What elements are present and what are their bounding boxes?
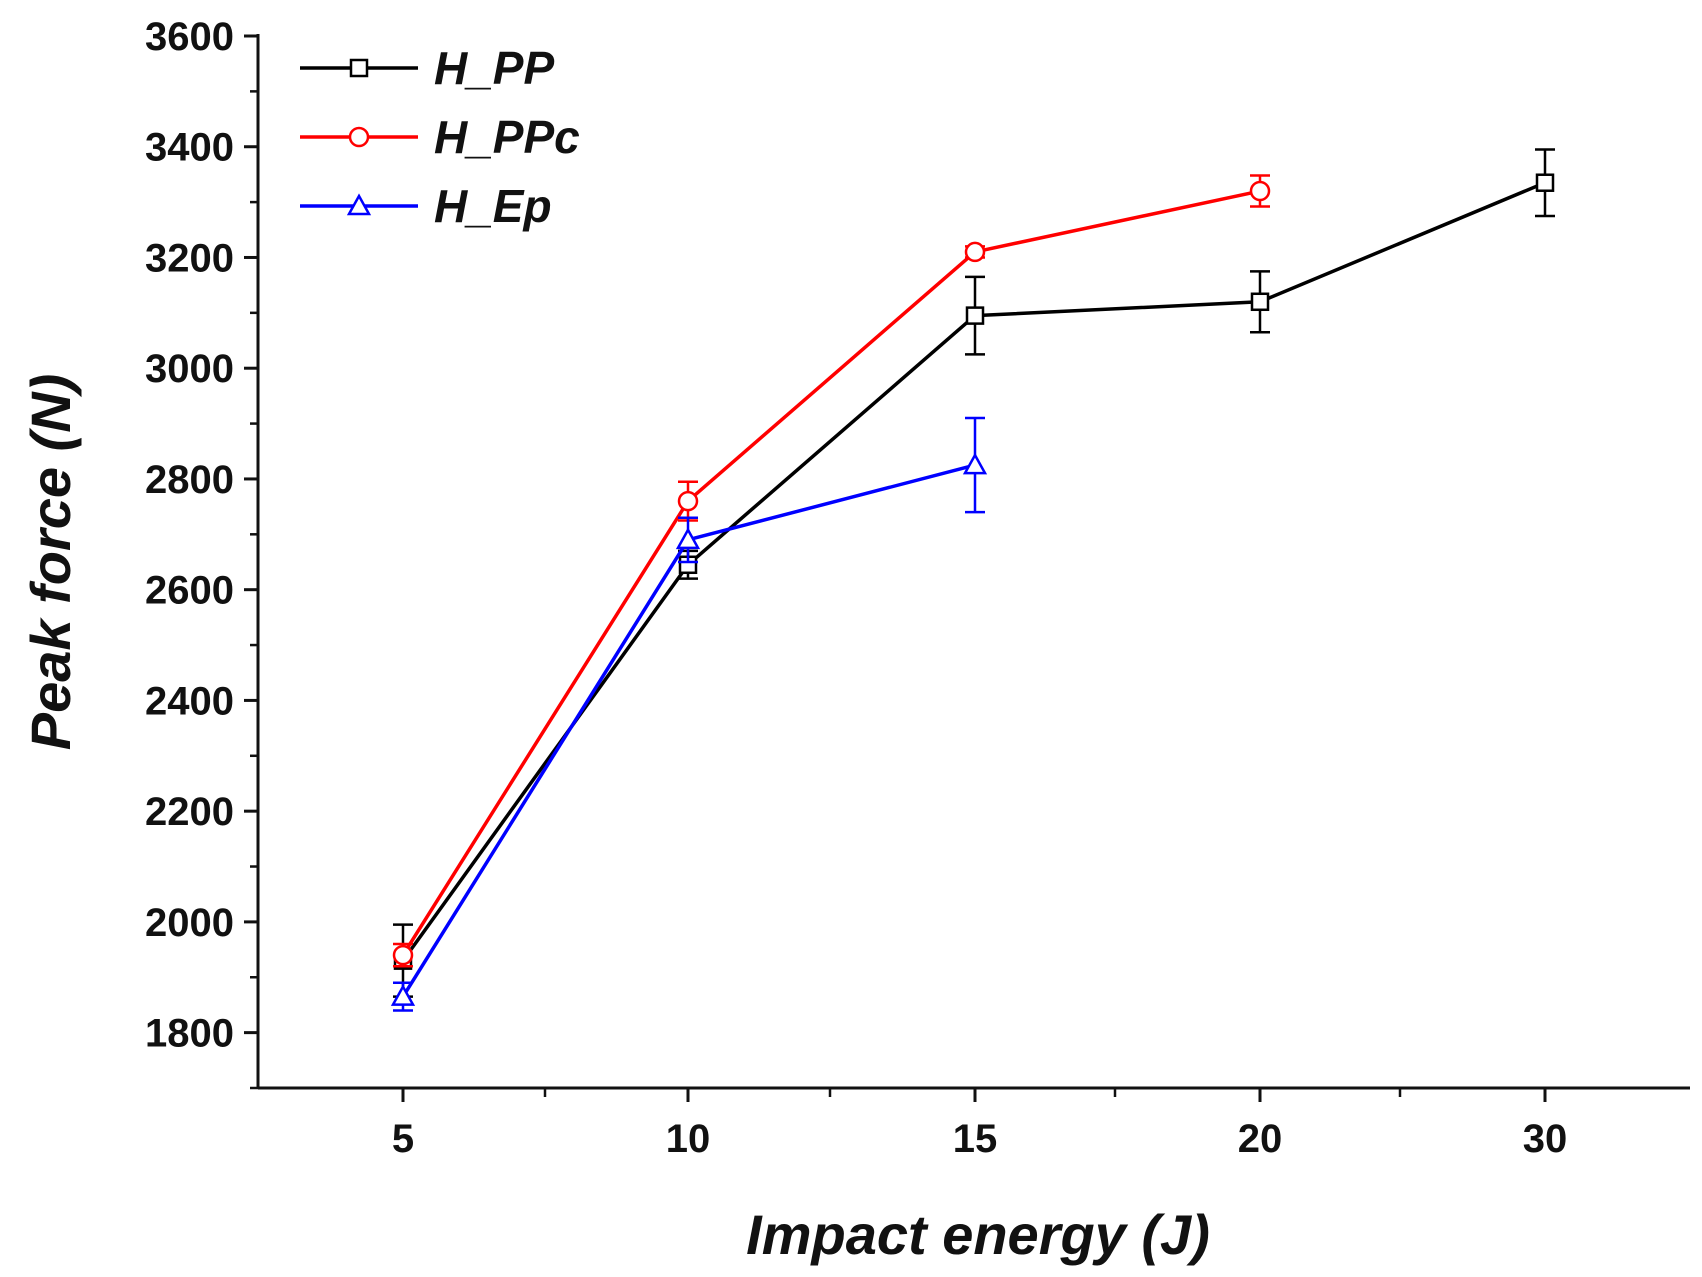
- x-tick-label: 20: [1238, 1117, 1283, 1161]
- data-point: [962, 452, 988, 475]
- y-tick-label: 2400: [145, 679, 234, 723]
- series-layer: [390, 148, 1555, 1012]
- y-tick-label: 3400: [145, 126, 234, 170]
- legend-item: H_PP: [300, 42, 554, 94]
- y-tick-label: 3600: [145, 15, 234, 59]
- legend: H_PP H_PPc H_Ep: [300, 42, 580, 232]
- data-point: [1535, 173, 1555, 192]
- data-point: [964, 241, 986, 263]
- y-tick-label: 1800: [145, 1012, 234, 1056]
- data-point: [965, 306, 985, 325]
- y-tick-label: 3000: [145, 347, 234, 391]
- series-h-ppc: [392, 174, 1271, 968]
- legend-marker: [348, 126, 370, 148]
- x-tick-label: 15: [953, 1117, 998, 1161]
- y-ticks: 1800 2000 2200 2400 2600 2800 3000 3200 3400 3600: [145, 15, 258, 1090]
- x-axis-title: Impact energy (J): [746, 1203, 1210, 1266]
- data-point: [1250, 292, 1270, 312]
- x-tick-label: 5: [392, 1117, 414, 1161]
- legend-label: H_Ep: [434, 180, 552, 232]
- data-point: [392, 944, 414, 966]
- legend-item: H_Ep: [300, 180, 552, 232]
- legend-label: H_PP: [434, 42, 554, 94]
- y-tick-label: 2200: [145, 790, 234, 834]
- series-h-pp: [393, 148, 1555, 998]
- x-ticks: 5 10 15 20 30: [392, 1088, 1567, 1161]
- series-line: [401, 189, 1261, 957]
- data-point: [390, 984, 416, 1006]
- y-tick-label: 2800: [145, 458, 234, 502]
- legend-label: H_PPc: [434, 111, 580, 163]
- x-tick-label: 30: [1523, 1117, 1568, 1161]
- legend-marker: [346, 193, 372, 216]
- y-tick-label: 3200: [145, 236, 234, 280]
- legend-marker: [349, 58, 369, 78]
- series-h-ep: [390, 416, 988, 1012]
- x-tick-label: 10: [666, 1117, 711, 1161]
- data-point: [677, 490, 699, 512]
- data-point: [1249, 180, 1271, 202]
- data-point: [675, 527, 701, 550]
- y-tick-label: 2000: [145, 901, 234, 945]
- y-tick-label: 2600: [145, 569, 234, 613]
- legend-item: H_PPc: [300, 111, 580, 163]
- y-axis-title: Peak force (N): [19, 374, 82, 751]
